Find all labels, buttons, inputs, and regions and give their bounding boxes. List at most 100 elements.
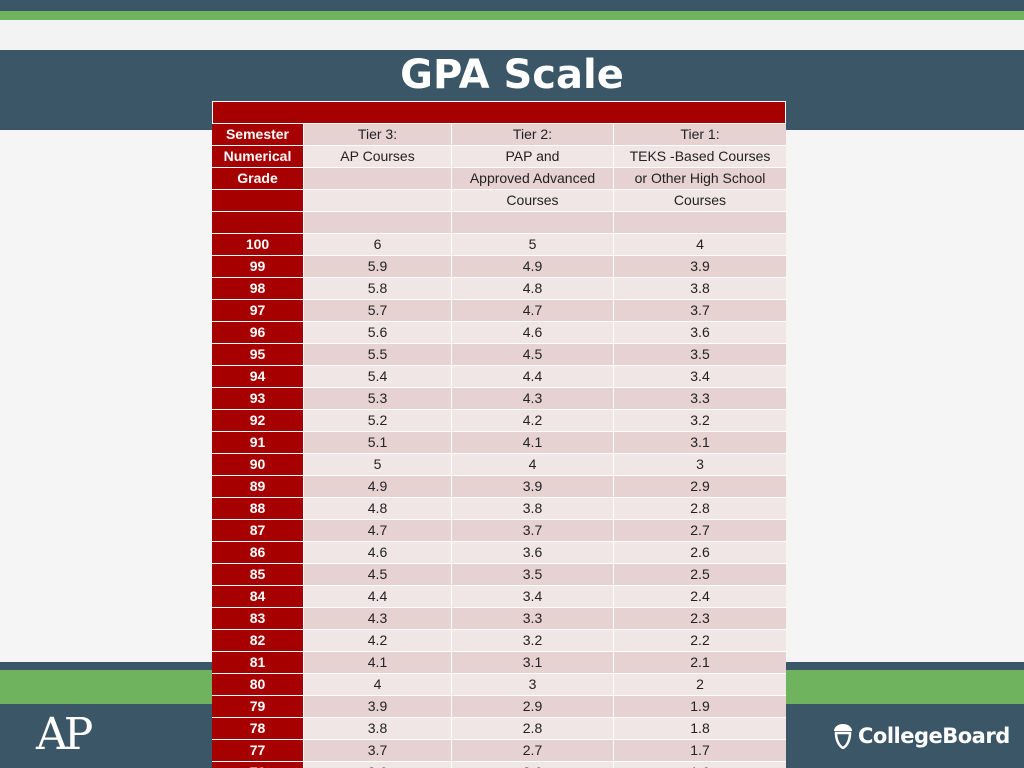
tier-3-cell: AP Courses (304, 146, 452, 167)
tier-3-cell: 3.6 (304, 762, 452, 768)
grade-cell: 82 (212, 630, 304, 651)
collegeboard-logo: CollegeBoard (832, 720, 1010, 752)
grade-cell: 95 (212, 344, 304, 365)
table-row: 95 5.5 4.5 3.5 (212, 344, 786, 367)
grade-cell: 87 (212, 520, 304, 541)
grade-cell: 94 (212, 366, 304, 387)
grade-cell: 78 (212, 718, 304, 739)
tier-2-cell: 4.2 (452, 410, 614, 431)
table-row: 79 3.9 2.9 1.9 (212, 696, 786, 719)
grade-cell: 93 (212, 388, 304, 409)
tier-2-cell: 4.8 (452, 278, 614, 299)
table-row: 82 4.2 3.2 2.2 (212, 630, 786, 653)
tier-2-cell: 4.1 (452, 432, 614, 453)
grade-cell: 79 (212, 696, 304, 717)
tier-3-cell: 4 (304, 674, 452, 695)
tier-3-cell (304, 190, 452, 211)
tier-1-cell: 3.8 (614, 278, 786, 299)
grade-cell: 81 (212, 652, 304, 673)
table-row: 93 5.3 4.3 3.3 (212, 388, 786, 411)
tier-3-cell: 5.8 (304, 278, 452, 299)
tier-2-cell: 5 (452, 234, 614, 255)
tier-3-cell (304, 212, 452, 233)
tier-1-cell: 1.8 (614, 718, 786, 739)
tier-1-cell: 1.9 (614, 696, 786, 717)
tier-1-cell: Tier 1: (614, 124, 786, 145)
table-row: 84 4.4 3.4 2.4 (212, 586, 786, 609)
top-green-stripe (0, 11, 1024, 20)
tier-2-cell: 3.3 (452, 608, 614, 629)
tier-1-cell: 2.2 (614, 630, 786, 651)
tier-2-cell: Approved Advanced (452, 168, 614, 189)
tier-1-cell: 3.9 (614, 256, 786, 277)
table-row: 91 5.1 4.1 3.1 (212, 432, 786, 455)
table-row: 100 6 5 4 (212, 234, 786, 257)
tier-2-cell: 2.9 (452, 696, 614, 717)
grade-cell (212, 212, 304, 233)
top-light-band (0, 20, 1024, 50)
tier-2-cell: 3.6 (452, 542, 614, 563)
table-header-row (212, 212, 786, 235)
tier-3-cell (304, 168, 452, 189)
tier-1-cell: 3.4 (614, 366, 786, 387)
tier-1-cell (614, 212, 786, 233)
slide-title: GPA Scale (400, 52, 624, 98)
table-row: 99 5.9 4.9 3.9 (212, 256, 786, 279)
tier-3-cell: 5.7 (304, 300, 452, 321)
tier-3-cell: 4.3 (304, 608, 452, 629)
grade-cell: Numerical (212, 146, 304, 167)
tier-3-cell: 5.6 (304, 322, 452, 343)
tier-3-cell: 5.5 (304, 344, 452, 365)
tier-1-cell: 2.9 (614, 476, 786, 497)
tier-3-cell: 4.8 (304, 498, 452, 519)
tier-1-cell: 2.4 (614, 586, 786, 607)
tier-1-cell: 2.8 (614, 498, 786, 519)
grade-cell: 90 (212, 454, 304, 475)
tier-1-cell: 3.6 (614, 322, 786, 343)
grade-cell: 89 (212, 476, 304, 497)
table-row: 78 3.8 2.8 1.8 (212, 718, 786, 741)
grade-cell: Semester (212, 124, 304, 145)
table-row: 763.62.61.6 (212, 762, 786, 768)
tier-1-cell: 2.3 (614, 608, 786, 629)
tier-2-cell: 2.6 (452, 762, 614, 768)
tier-3-cell: 3.9 (304, 696, 452, 717)
tier-2-cell: 3.5 (452, 564, 614, 585)
tier-3-cell: 3.8 (304, 718, 452, 739)
table-row: 88 4.8 3.8 2.8 (212, 498, 786, 521)
tier-1-cell: 4 (614, 234, 786, 255)
table-row: 87 4.7 3.7 2.7 (212, 520, 786, 543)
grade-cell: 97 (212, 300, 304, 321)
tier-1-cell: 1.6 (614, 762, 786, 768)
tier-3-cell: 4.5 (304, 564, 452, 585)
table-row: 81 4.1 3.1 2.1 (212, 652, 786, 675)
tier-3-cell: 5.2 (304, 410, 452, 431)
grade-cell: 98 (212, 278, 304, 299)
grade-cell: 76 (212, 762, 304, 768)
table-row: 80 4 3 2 (212, 674, 786, 697)
tier-1-cell: TEKS -Based Courses (614, 146, 786, 167)
grade-cell: 77 (212, 740, 304, 761)
tier-2-cell: 3.9 (452, 476, 614, 497)
tier-3-cell: 6 (304, 234, 452, 255)
tier-1-cell: 2.1 (614, 652, 786, 673)
table-header-row: Grade Approved Advanced or Other High Scho… (212, 168, 786, 191)
tier-2-cell: 2.7 (452, 740, 614, 761)
table-top-header-bar (212, 101, 786, 124)
table-header-row: Courses Courses (212, 190, 786, 213)
tier-1-cell: 3.2 (614, 410, 786, 431)
grade-cell: 100 (212, 234, 304, 255)
table-row: 94 5.4 4.4 3.4 (212, 366, 786, 389)
tier-1-cell: 3.5 (614, 344, 786, 365)
table-row: 86 4.6 3.6 2.6 (212, 542, 786, 565)
tier-2-cell: 4.4 (452, 366, 614, 387)
tier-2-cell: 3.7 (452, 520, 614, 541)
grade-cell: 91 (212, 432, 304, 453)
tier-3-cell: 5 (304, 454, 452, 475)
tier-3-cell: 4.6 (304, 542, 452, 563)
top-navy-stripe (0, 0, 1024, 11)
tier-1-cell: 2 (614, 674, 786, 695)
ap-logo: AP (36, 709, 93, 760)
grade-cell: 92 (212, 410, 304, 431)
tier-3-cell: 4.1 (304, 652, 452, 673)
